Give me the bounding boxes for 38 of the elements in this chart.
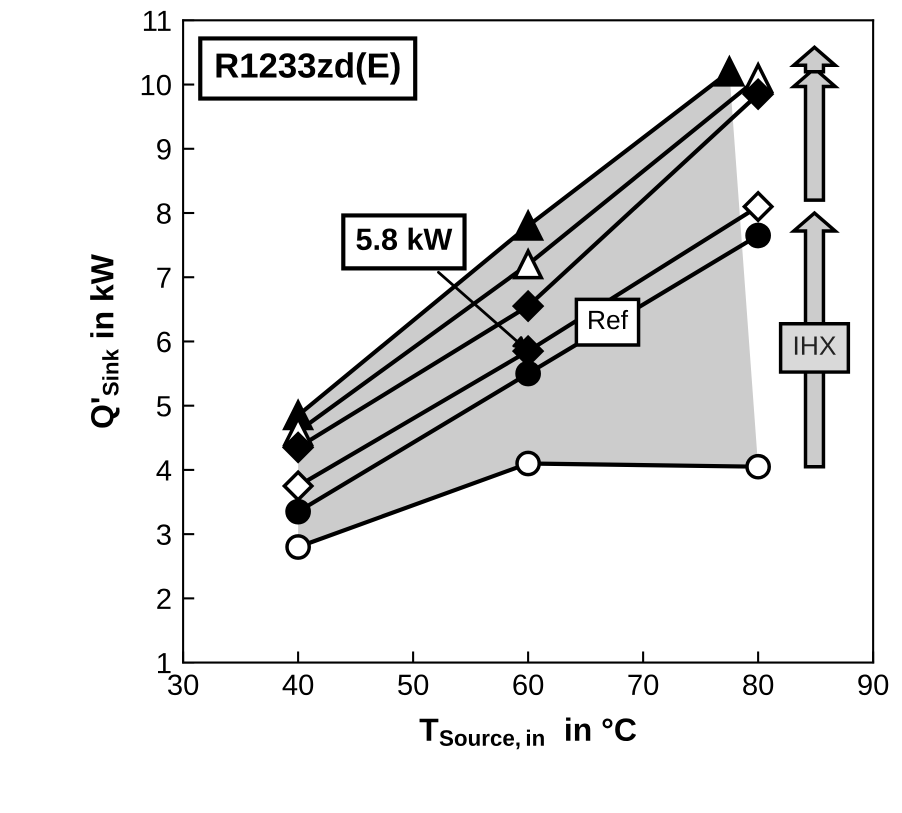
point [742, 78, 774, 110]
point [512, 290, 544, 322]
y-axis-title: Q'$_{Sink}$ in kW [90, 254, 120, 428]
point [515, 450, 541, 476]
annotation: R1233zd(E) [216, 52, 400, 85]
x-tick-label: 30 [168, 674, 198, 696]
annotation: 5.8 kW [356, 228, 452, 250]
point [285, 534, 311, 560]
annotation: Ref [589, 310, 628, 330]
point [282, 432, 314, 463]
x-tick-label: 60 [513, 674, 544, 696]
point [515, 360, 541, 386]
y-tick-label: 1 [158, 653, 171, 674]
x-tick-label: 50 [398, 674, 428, 696]
y-tick-label: 11 [144, 10, 171, 31]
point [513, 210, 544, 241]
point [285, 498, 311, 525]
point [513, 249, 544, 280]
x-tick-label: 70 [628, 674, 658, 696]
x-tick-label: 40 [282, 674, 314, 696]
y-tick-label: 4 [156, 460, 172, 480]
x-axis-title: T$_{Source,in}$ in °C [420, 718, 636, 750]
point [745, 454, 771, 480]
y-tick-label: 5 [156, 396, 171, 417]
y-tick-label: 2 [157, 588, 171, 609]
point [742, 191, 774, 222]
point [745, 222, 771, 248]
y-tick-label: 7 [157, 268, 171, 288]
point [714, 56, 744, 87]
y-tick-label: 3 [156, 524, 171, 545]
x-tick-label: 80 [743, 674, 774, 696]
y-tick-label: 10 [142, 74, 171, 96]
annotation: IHX [794, 336, 836, 355]
x-tick-label: 90 [858, 674, 888, 696]
y-tick-label: 6 [157, 332, 171, 352]
y-tick-label: 8 [157, 203, 171, 224]
point [282, 470, 314, 502]
y-tick-label: 9 [157, 138, 171, 160]
